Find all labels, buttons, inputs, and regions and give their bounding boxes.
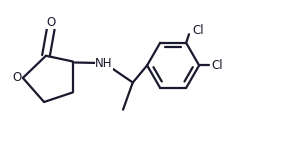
Text: Cl: Cl <box>212 59 223 72</box>
Text: O: O <box>46 16 56 29</box>
Text: Cl: Cl <box>192 24 203 37</box>
Text: O: O <box>12 71 22 84</box>
Text: NH: NH <box>95 57 112 70</box>
